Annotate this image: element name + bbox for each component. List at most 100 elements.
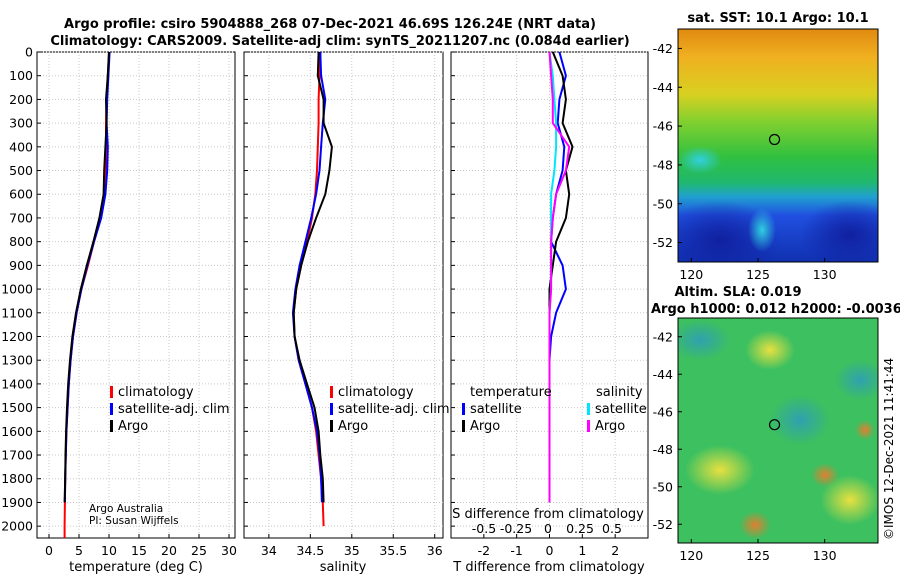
t-difference-xlabel: T difference from climatology [452,560,645,575]
argo-position-marker [768,133,781,146]
salinity-xlabel: salinity [320,560,367,575]
x-tick-label: -2 [478,543,490,558]
y-tick-label: 1100 [1,305,33,320]
t-difference-tick-labels: -2 -1 0 1 2 [478,543,620,558]
lon-tick-label: 130 [813,548,837,563]
y-tick-label: 400 [9,139,33,154]
series-line-argo [63,51,110,503]
sla-map-subtitle: Argo h1000: 0.012 h2000: -0.0036 [651,302,900,317]
figure-title-line1: Argo profile: csiro 5904888_268 07-Dec-2… [64,17,596,32]
temperature-tick-labels: 0 5 10 15 20 25 30 [45,543,237,558]
legend-mark-climatology [110,386,113,398]
credit-line1: Argo Australia [89,503,163,515]
y-tick-label: 200 [9,92,33,107]
y-tick-label: 600 [9,187,33,202]
series-line-satellite-adj-clim [291,51,327,503]
x-tick-label: 30 [221,543,237,558]
sla-lon-tick-labels: 120 125 130 [679,539,837,563]
x-tick-label: 35 [344,543,360,558]
legend-label-argo: Argo [338,419,368,434]
imos-watermark: ©IMOS 12-Dec-2021 11:41:44 [882,358,896,540]
temperature-axes-frame [36,51,236,539]
sst-map-title: sat. SST: 10.1 Argo: 10.1 [687,11,868,26]
temperature-panel: 0100200300400500600700800900100011001200… [1,45,237,576]
y-tick-label: 100 [9,68,33,83]
sst-cyan-patch [678,146,722,174]
x-tick-label: 25 [191,543,207,558]
x-tick-label: 0 [546,543,554,558]
legend-mark-t-satellite [462,403,465,415]
legend-label-t-argo: Argo [470,419,500,434]
s-tick-label: 0 [544,521,552,536]
y-tick-label: 300 [9,116,33,131]
x-tick-label: 5 [75,543,83,558]
sla-map-panel: Altim. SLA: 0.019 Argo h1000: 0.012 h200… [651,285,900,563]
lat-tick-label: -48 [653,157,673,172]
lat-tick-label: -52 [653,235,673,250]
legend-title-salinity: salinity [596,385,643,400]
lat-tick-label: -44 [653,367,673,382]
s-difference-xlabel: S difference from climatology [452,507,644,522]
s-tick-label: 0.5 [602,521,622,536]
lat-tick-label: -46 [653,119,673,134]
y-tick-label: 1800 [1,471,33,486]
sst-cyan-patch [748,208,776,252]
legend-label-satellite-adj: satellite-adj. clim [118,402,230,417]
y-tick-label: 500 [9,163,33,178]
x-tick-label: 15 [131,543,147,558]
credit-line2: PI: Susan Wijffels [89,515,179,527]
series-line-s-argo [548,51,571,503]
y-tick-label: 1700 [1,448,33,463]
y-tick-label: 1400 [1,376,33,391]
y-tick-label: 1500 [1,400,33,415]
s-tick-label: -0.25 [500,521,532,536]
x-tick-label: 10 [101,543,117,558]
figure-title-line2: Climatology: CARS2009. Satellite-adj cli… [50,34,629,49]
legend-label-climatology: climatology [338,385,414,400]
sla-high-patch [811,463,839,487]
temperature-grid [37,51,235,538]
legend-mark-argo [110,420,113,432]
legend-mark-satellite-adj [110,403,113,415]
y-tick-label: 1000 [1,282,33,297]
sla-mid-patch [685,445,755,495]
series-line-argo [292,51,333,503]
sla-mid-patch [745,330,795,370]
x-tick-label: 1 [578,543,586,558]
s-tick-label: 0.25 [566,521,594,536]
sst-map-panel: sat. SST: 10.1 Argo: 10.1 -42 -44 -46 -48 -5… [653,11,879,282]
lat-tick-label: -44 [653,80,673,95]
lat-tick-label: -42 [653,329,673,344]
legend-mark-satellite-adj [330,403,333,415]
x-tick-label: 0 [45,543,53,558]
y-tick-label: 2000 [1,519,33,534]
legend-label-s-argo: Argo [595,419,625,434]
y-tick-label: 900 [9,258,33,273]
sla-mid-patch [820,475,878,525]
s-tick-label: -0.5 [472,521,496,536]
legend-label-satellite-adj: satellite-adj. clim [338,402,450,417]
y-tick-label: 1900 [1,495,33,510]
salinity-grid [244,51,443,538]
salinity-axes-frame [243,51,444,539]
sla-high-patch [739,511,771,539]
salinity-legend: climatology satellite-adj. clim Argo [330,385,450,434]
lon-tick-label: 120 [679,267,703,282]
legend-label-argo: Argo [118,419,148,434]
sla-heatmap-image [678,318,878,543]
x-tick-label: 36 [427,543,443,558]
lat-tick-label: -46 [653,404,673,419]
sst-map-frame [677,28,879,263]
legend-title-temperature: temperature [470,385,552,400]
x-tick-label: -1 [510,543,522,558]
sla-low-patch [770,395,830,445]
lat-tick-label: -50 [653,479,673,494]
temperature-xlabel: temperature (deg C) [69,560,203,575]
difference-panel: -2 -1 0 1 2 -0.5 -0.25 0 0.25 0.5 S difference f… [450,51,649,575]
legend-label-climatology: climatology [118,385,194,400]
legend-mark-t-argo [462,420,465,432]
temperature-lines [63,51,111,538]
legend-label-s-satellite: satellite [595,402,647,417]
sla-low-patch [678,320,730,360]
